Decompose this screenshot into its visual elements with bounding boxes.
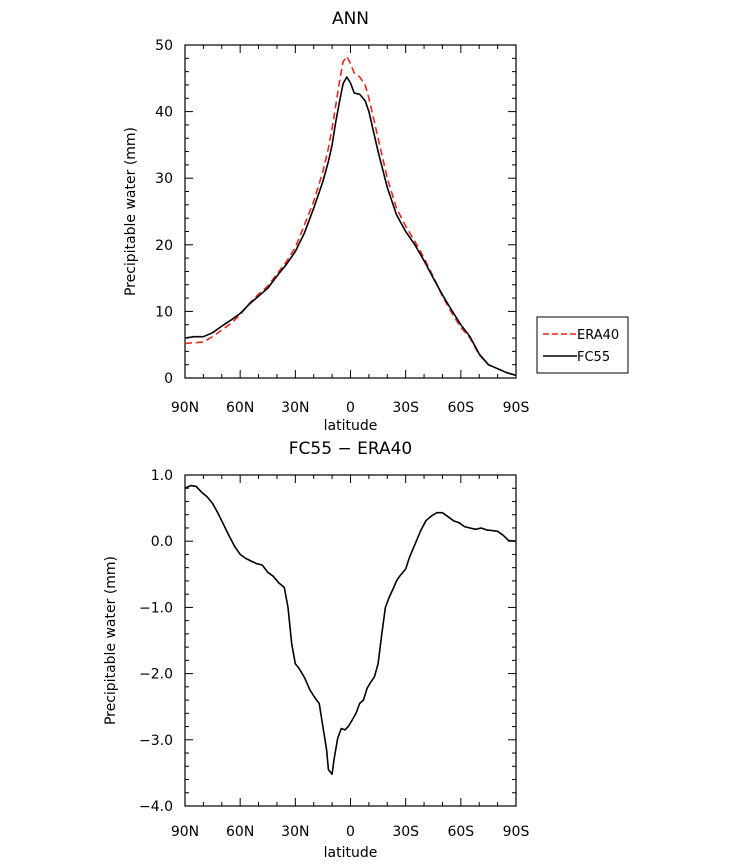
y-tick-label: 1.0 [151,468,173,484]
x-tick-label: 60S [447,400,474,416]
series-line-fc55 [184,76,517,377]
legend-box [536,316,629,374]
y-tick-label: 40 [155,105,173,121]
legend-label-fc55: FC55 [577,350,610,365]
x-axis-label: latitude [324,418,378,434]
y-tick-label: −2.0 [139,667,173,683]
y-tick-label: 10 [155,304,173,320]
x-tick-label: 90N [171,824,199,840]
x-tick-label: 90S [503,824,530,840]
series-line-difference [184,484,517,775]
y-tick-label: 30 [155,171,173,187]
chart-title: FC55 − ERA40 [289,439,412,459]
legend-label-era40: ERA40 [577,328,619,343]
x-axis-label: latitude [324,845,378,861]
x-tick-label: 30S [392,400,419,416]
y-axis-label: Precipitable water (mm) [103,556,119,725]
y-tick-label: −1.0 [139,600,173,616]
x-tick-label: 90N [171,400,199,416]
y-tick-label: 50 [155,38,173,54]
x-tick-label: 0 [346,400,355,416]
y-tick-label: 0 [164,371,173,387]
x-tick-label: 30N [281,824,309,840]
y-tick-label: −4.0 [139,799,173,815]
y-axis-label: Precipitable water (mm) [123,127,139,296]
y-tick-label: 0.0 [151,534,173,550]
x-tick-label: 60S [447,824,474,840]
y-tick-label: −3.0 [139,733,173,749]
x-tick-label: 30S [392,824,419,840]
y-tick-label: 20 [155,238,173,254]
chart-title: ANN [332,9,369,29]
x-tick-label: 90S [503,400,530,416]
x-tick-label: 60N [226,824,254,840]
x-tick-label: 60N [226,400,254,416]
x-tick-label: 30N [281,400,309,416]
x-tick-label: 0 [346,824,355,840]
